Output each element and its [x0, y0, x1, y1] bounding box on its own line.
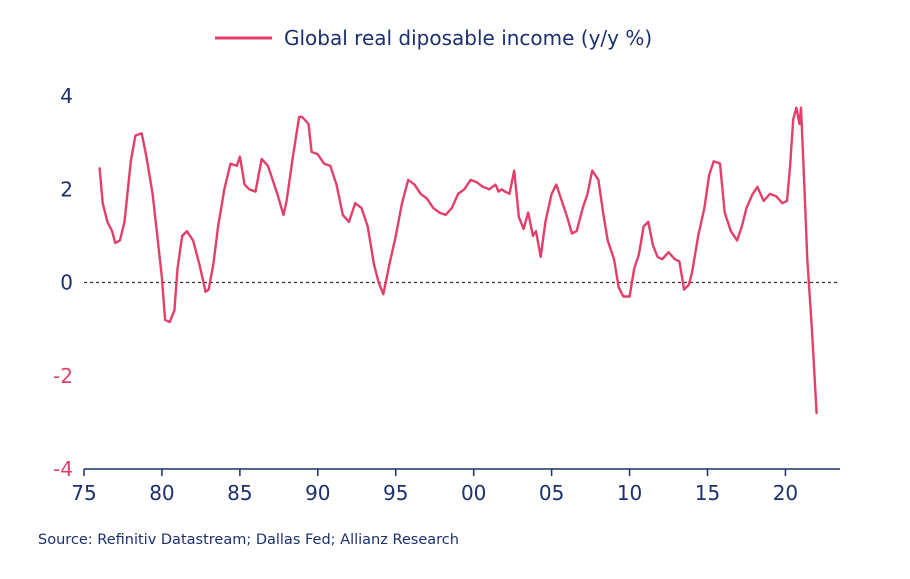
- x-tick-label: 85: [227, 481, 252, 505]
- x-tick-label: 00: [461, 481, 486, 505]
- x-tick-label: 80: [149, 481, 174, 505]
- y-tick-label: 2: [60, 177, 73, 201]
- x-tick-label: 05: [539, 481, 564, 505]
- x-tick-label: 15: [695, 481, 720, 505]
- y-tick-label: 0: [60, 271, 73, 295]
- source-note: Source: Refinitiv Datastream; Dallas Fed…: [38, 532, 459, 548]
- series-line-global-real-disposable-income: [98, 106, 818, 415]
- x-tick-label: 95: [383, 481, 408, 505]
- x-tick-label: 75: [71, 481, 96, 505]
- x-tick-label: 10: [617, 481, 642, 505]
- x-tick-label: 90: [305, 481, 330, 505]
- x-tick-label: 20: [773, 481, 798, 505]
- y-tick-label: -4: [53, 457, 73, 481]
- y-tick-label: -2: [53, 364, 73, 388]
- legend-label: Global real diposable income (y/y %): [284, 26, 652, 50]
- legend: Global real diposable income (y/y %): [215, 26, 652, 50]
- y-tick-label: 4: [60, 84, 73, 108]
